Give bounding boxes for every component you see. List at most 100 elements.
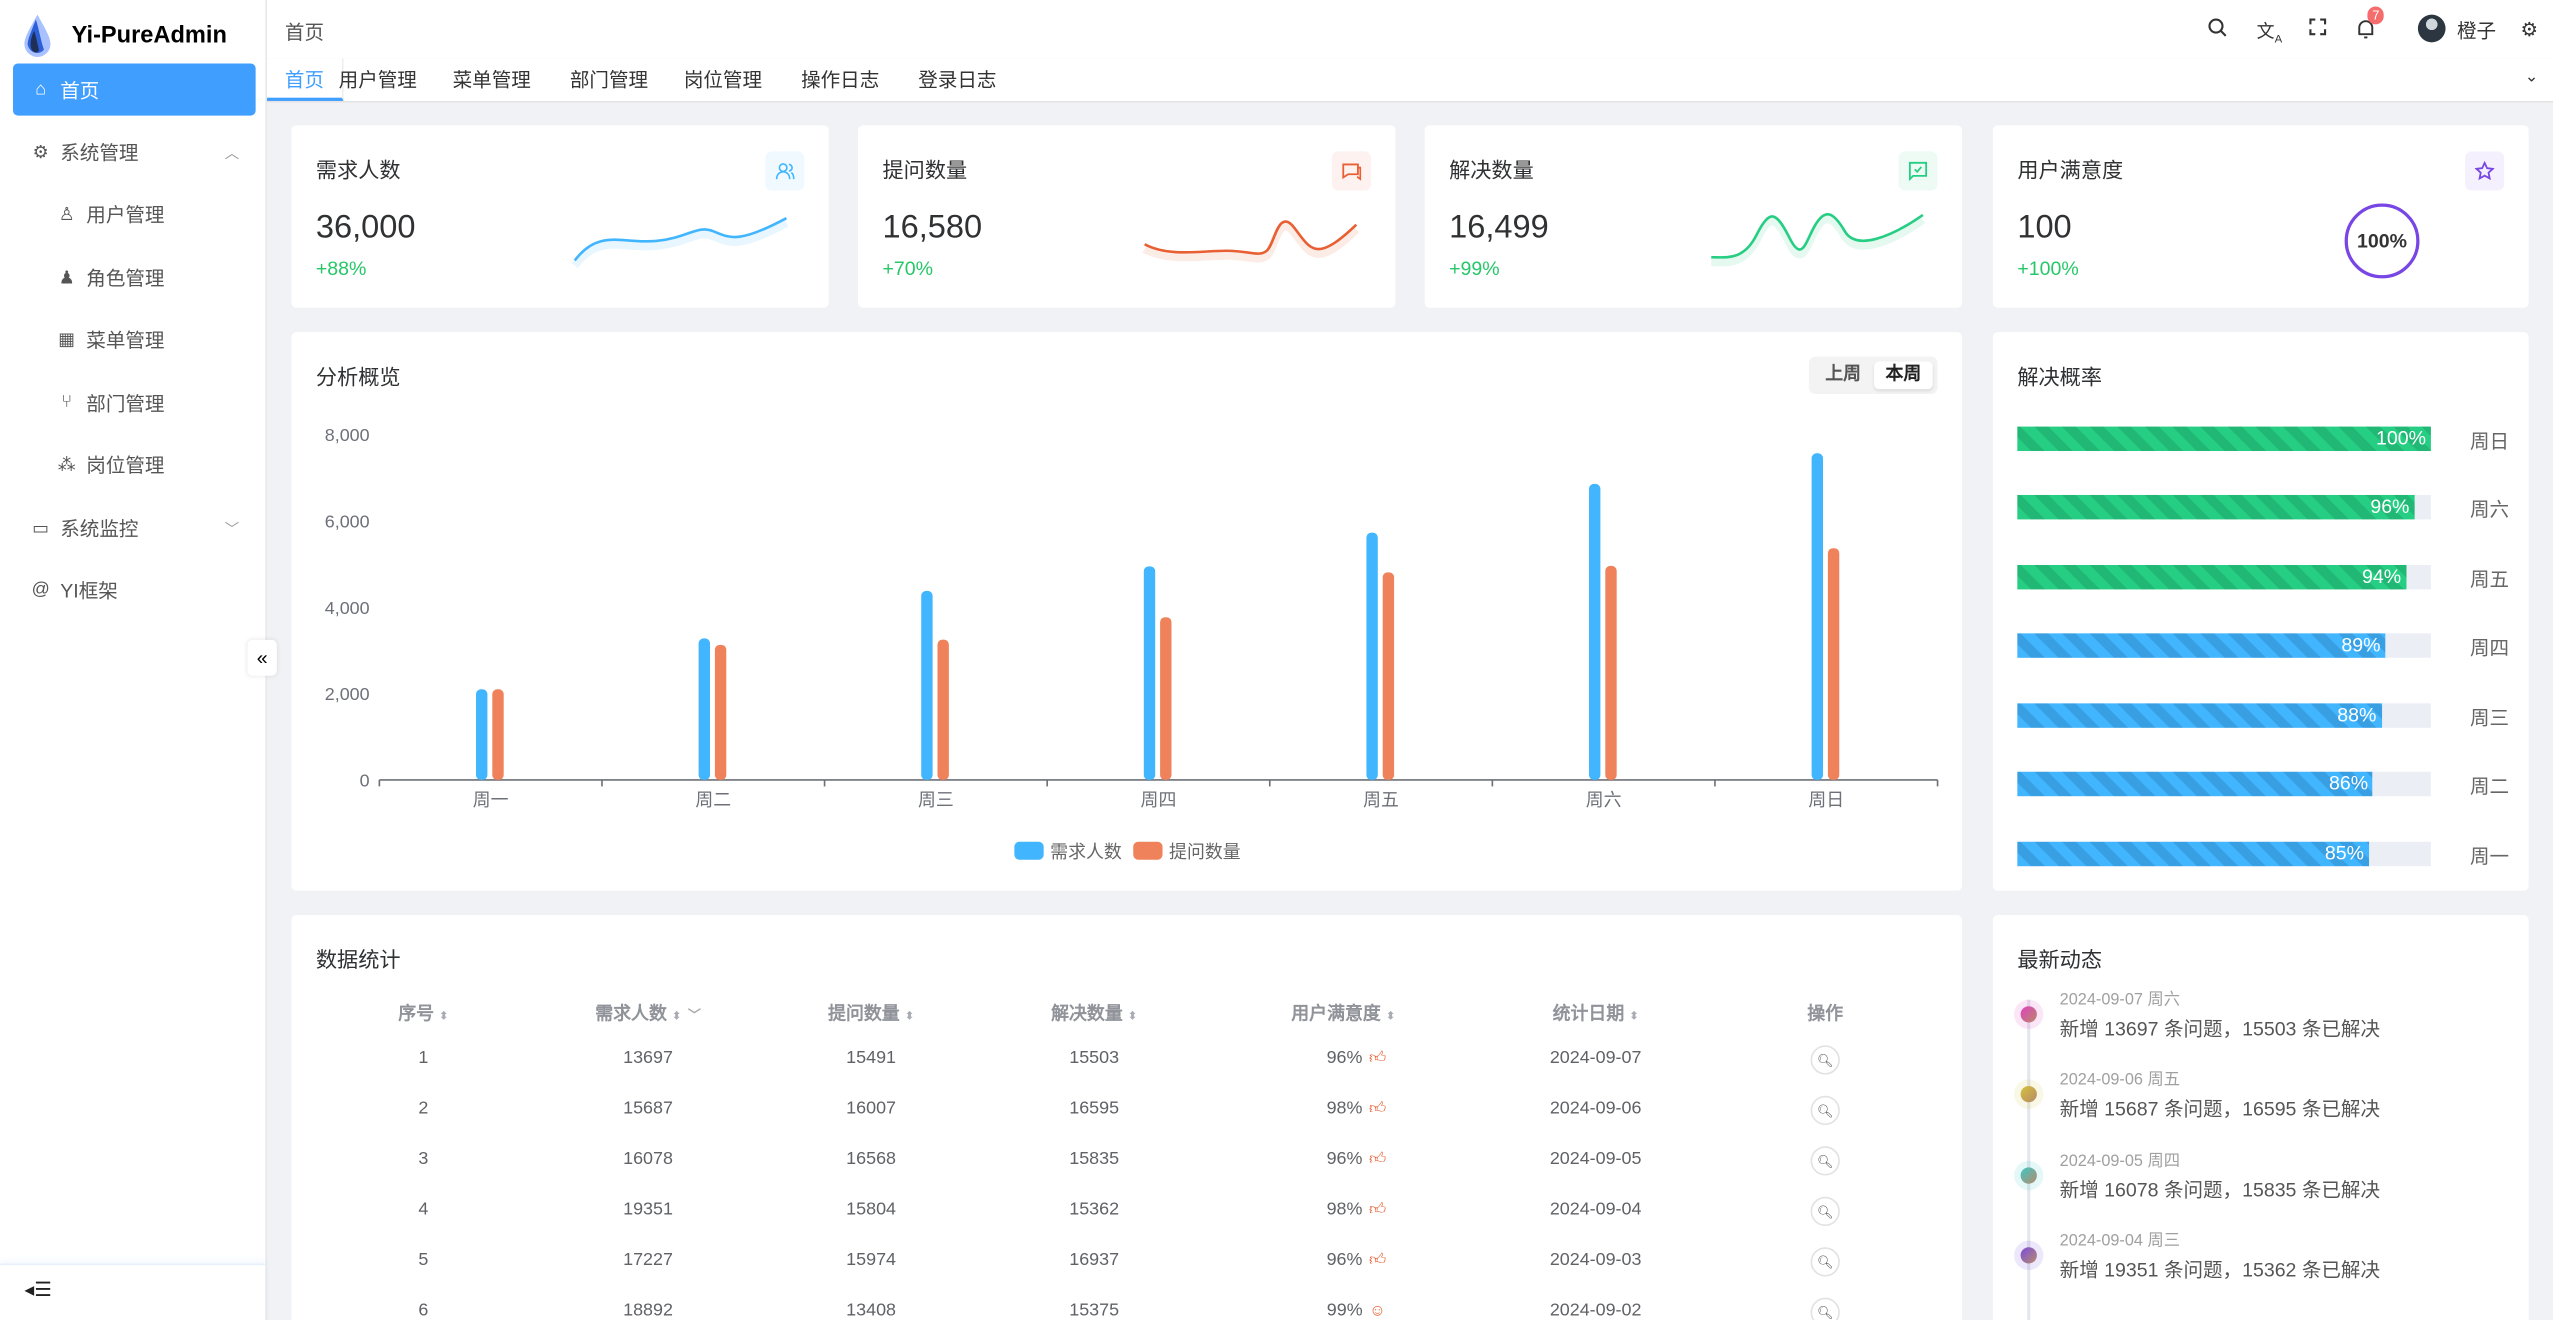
- settings-gear-icon[interactable]: ⚙: [2520, 17, 2538, 41]
- column-header-3[interactable]: 解决数量 ⬍: [1051, 1000, 1137, 1026]
- avatar[interactable]: [2417, 14, 2446, 43]
- search-icon: 🔍︎: [1816, 1103, 1834, 1118]
- sidebar-item-5[interactable]: ⑂ 部门管理: [13, 376, 256, 428]
- view-button[interactable]: 🔍︎: [1810, 1297, 1840, 1320]
- at-icon: @: [31, 579, 50, 600]
- bell-icon[interactable]: [2356, 18, 2376, 44]
- segment-this-week[interactable]: 本周: [1874, 361, 1933, 390]
- table-cell: 16078: [623, 1150, 673, 1170]
- bar-questions[interactable]: [1382, 572, 1395, 780]
- sort-icon[interactable]: ⬍: [1629, 1011, 1639, 1023]
- tab-2[interactable]: 菜单管理: [452, 68, 531, 92]
- gear-icon: ⚙: [32, 142, 49, 163]
- bar-demand[interactable]: [698, 638, 711, 780]
- sidebar-item-6[interactable]: ⁂ 岗位管理: [13, 438, 256, 490]
- column-header-0[interactable]: 序号 ⬍: [398, 1000, 448, 1026]
- home-icon: ⌂: [35, 79, 47, 100]
- bar-demand[interactable]: [476, 689, 488, 780]
- menu-fold-icon[interactable]: ◂☰: [24, 1278, 52, 1301]
- sidebar-item-0[interactable]: ⌂ 首页: [13, 63, 256, 116]
- table-cell: 3: [418, 1150, 428, 1170]
- bar-questions[interactable]: [937, 639, 949, 780]
- column-header-4[interactable]: 用户满意度 ⬍: [1291, 1000, 1395, 1026]
- table-cell: 15835: [1069, 1150, 1119, 1170]
- sort-icon[interactable]: ⬍: [1127, 1011, 1138, 1023]
- bar-demand[interactable]: [1589, 483, 1601, 780]
- view-button[interactable]: 🔍︎: [1810, 1045, 1840, 1075]
- progress-label: 94%: [2362, 564, 2402, 588]
- sidebar-item-4[interactable]: ▦ 菜单管理: [13, 313, 256, 365]
- star-icon: [2465, 151, 2505, 191]
- translate-icon[interactable]: 文A: [2256, 22, 2283, 46]
- stat-title: 需求人数: [315, 157, 401, 183]
- column-header-2[interactable]: 提问数量 ⬍: [828, 1000, 914, 1026]
- legend-swatch[interactable]: [1014, 841, 1044, 860]
- tab-6[interactable]: 登录日志: [918, 68, 997, 92]
- cell-value: 16568: [846, 1149, 896, 1170]
- sidebar-item-7[interactable]: ▭ 系统监控 ﹀: [13, 501, 256, 553]
- stat-change: +99%: [1449, 257, 1500, 281]
- bar-questions[interactable]: [714, 644, 727, 780]
- cell-value: 19351: [623, 1199, 673, 1220]
- view-button[interactable]: 🔍︎: [1810, 1196, 1840, 1227]
- table-title: 数据统计: [315, 947, 401, 973]
- tab-0[interactable]: 首页: [267, 58, 344, 101]
- stat-change: +70%: [882, 257, 934, 281]
- stat-value: 36,000: [315, 210, 416, 246]
- tab-5[interactable]: 操作日志: [801, 68, 880, 92]
- table-cell: 99% ☺: [1327, 1301, 1386, 1320]
- stat-title: 用户满意度: [2017, 157, 2124, 183]
- tab-1[interactable]: 用户管理: [338, 68, 417, 92]
- tab-4[interactable]: 岗位管理: [683, 68, 763, 92]
- view-button[interactable]: 🔍︎: [1810, 1146, 1840, 1176]
- table-cell: 13408: [846, 1301, 896, 1320]
- bar-questions[interactable]: [1827, 548, 1840, 780]
- filter-chevron-icon[interactable]: ﹀: [687, 1007, 701, 1023]
- bar-demand[interactable]: [921, 590, 933, 780]
- column-header-5[interactable]: 统计日期 ⬍: [1553, 1000, 1639, 1026]
- sort-icon[interactable]: ⬍: [438, 1011, 449, 1023]
- sidebar-item-2[interactable]: ♙ 用户管理: [13, 187, 256, 239]
- legend-swatch[interactable]: [1133, 841, 1163, 860]
- bar-questions[interactable]: [1160, 617, 1172, 780]
- bar-demand[interactable]: [1811, 453, 1824, 780]
- bar-demand[interactable]: [1143, 566, 1156, 780]
- table-cell: 2: [418, 1099, 428, 1119]
- table-cell: 17227: [623, 1250, 673, 1270]
- table-cell: 16937: [1069, 1250, 1119, 1270]
- username[interactable]: 橙子: [2456, 19, 2497, 43]
- sort-icon[interactable]: ⬍: [904, 1011, 915, 1023]
- view-button[interactable]: 🔍︎: [1810, 1095, 1840, 1126]
- smile-icon: ☺: [1369, 1302, 1386, 1320]
- cell-value: 15835: [1069, 1149, 1120, 1170]
- sidebar-item-3[interactable]: ♟ 角色管理: [13, 251, 256, 303]
- legend-label[interactable]: 需求人数: [1050, 842, 1122, 862]
- column-header-1[interactable]: 需求人数 ⬍ ﹀: [595, 1000, 701, 1026]
- cell-value: 16078: [623, 1149, 673, 1170]
- sort-icon[interactable]: ⬍: [1385, 1011, 1396, 1023]
- view-button[interactable]: 🔍︎: [1810, 1247, 1840, 1277]
- logo[interactable]: Yi-PureAdmin: [20, 13, 227, 59]
- cell-value: 16937: [1069, 1250, 1120, 1270]
- legend-label[interactable]: 提问数量: [1169, 842, 1241, 862]
- table-cell: 15362: [1069, 1200, 1119, 1220]
- collapse-sidebar-button[interactable]: «: [247, 639, 277, 676]
- segment-last-week[interactable]: 上周: [1825, 364, 1862, 385]
- tab-3[interactable]: 部门管理: [569, 68, 649, 92]
- sidebar-item-8[interactable]: @ YI框架: [13, 563, 256, 615]
- cell-value: 2: [418, 1099, 429, 1119]
- chevron-down-icon[interactable]: ⌄: [2524, 68, 2539, 87]
- sort-icon[interactable]: ⬍: [671, 1011, 682, 1023]
- table-cell: 16007: [846, 1099, 896, 1119]
- sidebar-item-1[interactable]: ⚙ 系统管理 ︿: [13, 125, 256, 177]
- cell-value: 96%: [1326, 1149, 1363, 1170]
- sidebar: Yi-PureAdmin ◂☰ ⌂ 首页 ⚙ 系统管理 ︿ ♙ 用户管理 ♟ 角…: [0, 0, 268, 1320]
- search-icon[interactable]: [2208, 18, 2228, 42]
- sidebar-item-label: 岗位管理: [86, 453, 165, 477]
- bar-demand[interactable]: [1366, 532, 1378, 780]
- cell-value: 96%: [1326, 1250, 1363, 1270]
- fullscreen-icon[interactable]: [2309, 18, 2327, 41]
- bar-questions[interactable]: [1605, 565, 1617, 780]
- breadcrumb[interactable]: 首页: [284, 21, 325, 44]
- bar-questions[interactable]: [492, 689, 504, 780]
